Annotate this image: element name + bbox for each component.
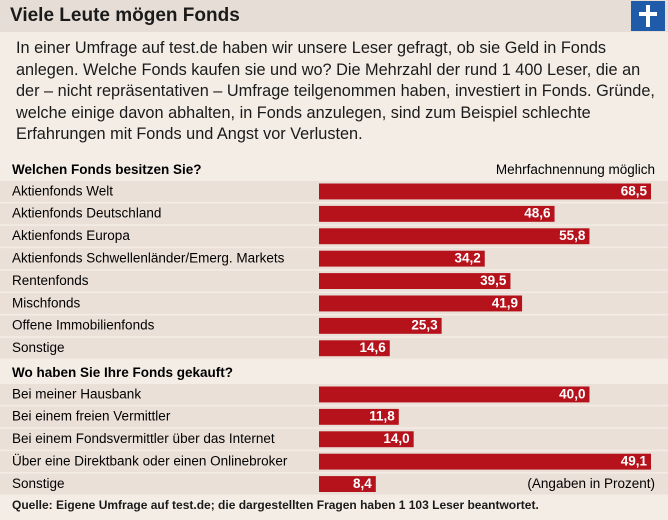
category-label: Mischfonds <box>12 295 81 310</box>
intro-text: In einer Umfrage auf test.de haben wir u… <box>16 39 655 144</box>
bar <box>319 273 511 289</box>
bar <box>319 476 376 492</box>
value-label: 68,5 <box>621 183 648 198</box>
bar <box>319 340 390 357</box>
value-label: 49,1 <box>621 453 648 468</box>
value-label: 39,5 <box>480 273 507 288</box>
source-note: Quelle: Eigene Umfrage auf test.de; die … <box>12 498 539 512</box>
bar <box>319 205 555 222</box>
category-label: Bei einem freien Vermittler <box>12 409 171 424</box>
value-label: 40,0 <box>559 386 585 401</box>
value-label: 55,8 <box>559 228 586 243</box>
category-label: Aktienfonds Welt <box>12 183 113 198</box>
category-label: Sonstige <box>12 340 65 355</box>
section-note: Mehrfachnennung möglich <box>496 162 655 177</box>
section-title: Wo haben Sie Ihre Fonds gekauft? <box>12 365 233 380</box>
category-label: Bei einem Fondsvermittler über das Inter… <box>12 431 275 446</box>
value-label: 11,8 <box>369 409 395 424</box>
value-label: 8,4 <box>353 476 372 491</box>
category-label: Offene Immobilienfonds <box>12 318 155 333</box>
section-title: Welchen Fonds besitzen Sie? <box>12 162 202 177</box>
title: Viele Leute mögen Fonds <box>10 5 240 26</box>
bar <box>319 183 651 200</box>
category-label: Aktienfonds Europa <box>12 228 130 243</box>
value-label: 14,0 <box>383 431 409 446</box>
category-label: Rentenfonds <box>12 273 89 288</box>
logo <box>631 1 665 31</box>
category-label: Sonstige <box>12 476 65 491</box>
bar <box>319 386 590 403</box>
value-label: 41,9 <box>492 295 518 310</box>
bar <box>319 228 590 245</box>
section-note: (Angaben in Prozent) <box>527 476 655 491</box>
value-label: 34,2 <box>454 250 480 265</box>
value-label: 48,6 <box>524 206 551 221</box>
category-label: Bei meiner Hausbank <box>12 386 141 401</box>
title-bar: Viele Leute mögen Fonds <box>0 0 668 32</box>
bar <box>319 408 399 425</box>
category-label: Aktienfonds Deutschland <box>12 206 161 221</box>
value-label: 25,3 <box>411 318 438 333</box>
category-label: Über eine Direktbank oder einen Onlinebr… <box>12 453 288 468</box>
bar <box>319 295 523 312</box>
value-label: 14,6 <box>359 340 386 355</box>
bar <box>319 453 651 470</box>
bar <box>319 250 485 267</box>
bar <box>319 317 442 334</box>
bar <box>319 431 414 448</box>
category-label: Aktienfonds Schwellenländer/Emerg. Marke… <box>12 250 285 265</box>
